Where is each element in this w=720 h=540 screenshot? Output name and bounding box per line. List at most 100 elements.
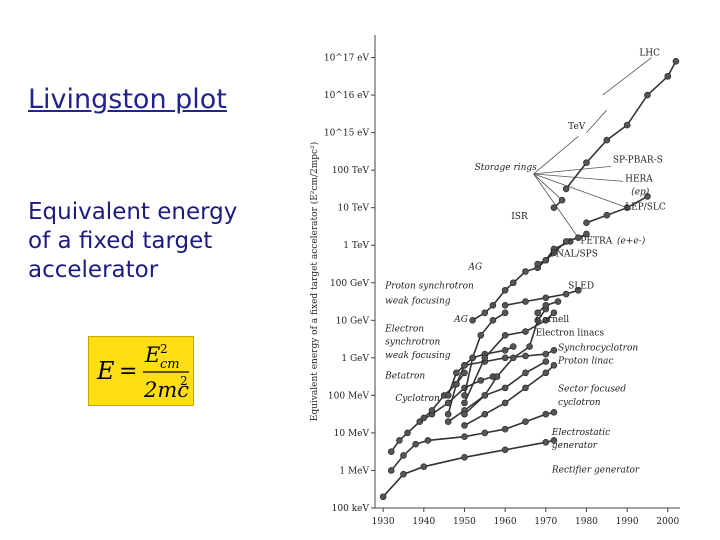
formula-equals: = <box>119 359 137 384</box>
chart-annotation: weak focusing <box>385 296 451 306</box>
data-point <box>387 467 395 474</box>
data-point <box>534 260 541 268</box>
data-point <box>526 343 533 350</box>
data-point <box>542 439 550 446</box>
data-point <box>562 185 570 193</box>
data-point <box>522 384 529 392</box>
y-tick-label: 100 GeV <box>330 279 370 289</box>
data-point <box>672 57 680 65</box>
chart-annotation: Betatron <box>384 371 425 381</box>
data-point <box>453 380 460 388</box>
x-tick-label: 1930 <box>372 517 395 527</box>
formula-numerator-sup: 2 <box>160 342 168 356</box>
x-tick-label: 1950 <box>453 517 476 527</box>
data-point <box>501 286 509 294</box>
chart-annotation: Sector focused <box>558 385 626 395</box>
formula-denominator: 2mc <box>143 378 189 402</box>
data-point <box>542 350 550 358</box>
data-point <box>477 332 485 339</box>
data-point <box>400 470 407 478</box>
data-point <box>550 347 558 354</box>
data-point <box>424 437 432 444</box>
chart-y-ticks: 100 keV 1 MeV 10 MeV 100 MeV 1 GeV 10 GeV 100 … <box>324 54 375 514</box>
data-point <box>489 317 497 324</box>
data-point <box>562 238 570 245</box>
chart-annotation: Cyclotron <box>395 394 440 404</box>
data-point <box>501 399 509 407</box>
y-tick-label: 100 TeV <box>332 166 370 176</box>
data-point <box>542 301 550 309</box>
data-point <box>400 452 407 459</box>
data-point <box>583 219 590 226</box>
chart-annotation: ISR <box>511 212 528 222</box>
data-point <box>461 399 468 407</box>
data-point <box>404 429 411 437</box>
data-point <box>461 433 468 440</box>
data-point <box>522 352 529 360</box>
data-point <box>575 286 582 294</box>
data-point <box>481 410 489 418</box>
slide-title: Livingston plot <box>28 84 227 115</box>
body-line: of a fixed target <box>28 228 213 254</box>
chart-series <box>379 57 680 501</box>
data-point <box>461 362 468 369</box>
data-point <box>501 301 509 309</box>
data-point <box>420 414 428 422</box>
y-tick-label: 10 GeV <box>336 316 370 326</box>
x-tick-label: 1980 <box>575 517 598 527</box>
data-point <box>501 384 509 392</box>
chart-annotation: synchrotron <box>385 338 440 348</box>
data-point <box>481 354 489 362</box>
data-point <box>501 446 509 454</box>
leader-line <box>602 57 652 96</box>
data-point <box>412 440 419 448</box>
body-line: accelerator <box>28 257 159 283</box>
chart-annotation: Storage rings <box>475 163 538 173</box>
data-point <box>542 369 550 377</box>
chart-frame <box>374 35 680 509</box>
formula: E = E cm 2 2mc 2 <box>96 342 189 402</box>
data-point <box>522 268 529 275</box>
data-point <box>509 279 517 287</box>
x-tick-label: 2000 <box>656 517 679 527</box>
data-point <box>542 294 550 302</box>
y-tick-label: 100 MeV <box>328 391 370 401</box>
data-point <box>522 328 529 335</box>
y-tick-label: 10 MeV <box>334 429 370 439</box>
data-point <box>501 309 509 317</box>
data-point <box>644 91 651 99</box>
data-point <box>493 373 501 380</box>
data-point <box>416 418 424 425</box>
series-line <box>390 411 555 472</box>
data-point <box>542 317 550 324</box>
chart-annotation: Cornell <box>536 315 570 325</box>
data-point <box>623 204 631 211</box>
slide-body: Equivalent energy of a fixed target acce… <box>28 198 278 285</box>
chart-annotation: TeV <box>568 122 586 132</box>
data-point <box>562 290 570 298</box>
chart-annotation: HERA <box>625 174 653 184</box>
data-point <box>522 369 529 377</box>
y-tick-label: 10^17 eV <box>324 54 370 64</box>
chart-leader-lines <box>533 57 652 238</box>
chart-annotation: Electron linacs <box>536 328 605 338</box>
y-tick-label: 100 keV <box>332 504 370 514</box>
chart-annotations: LHC TeV SP-PBAR-S Storage rings HERA (ep) LEP/… <box>384 49 666 476</box>
chart-annotation: Rectifier generator <box>551 465 640 475</box>
data-point <box>501 425 509 433</box>
data-point <box>501 332 509 339</box>
data-point <box>420 463 428 471</box>
series-line <box>472 240 571 321</box>
chart-annotation: FNAL/SPS <box>550 249 598 259</box>
x-tick-label: 1990 <box>616 517 639 527</box>
data-point <box>534 309 541 317</box>
data-point <box>387 448 395 455</box>
chart-annotation: AG <box>453 315 468 325</box>
data-point <box>575 234 582 242</box>
data-point <box>509 354 517 362</box>
data-point <box>481 309 489 317</box>
x-tick-label: 1960 <box>494 517 517 527</box>
data-point <box>469 317 476 324</box>
body-line: Equivalent energy <box>28 199 238 225</box>
data-point <box>501 347 509 354</box>
